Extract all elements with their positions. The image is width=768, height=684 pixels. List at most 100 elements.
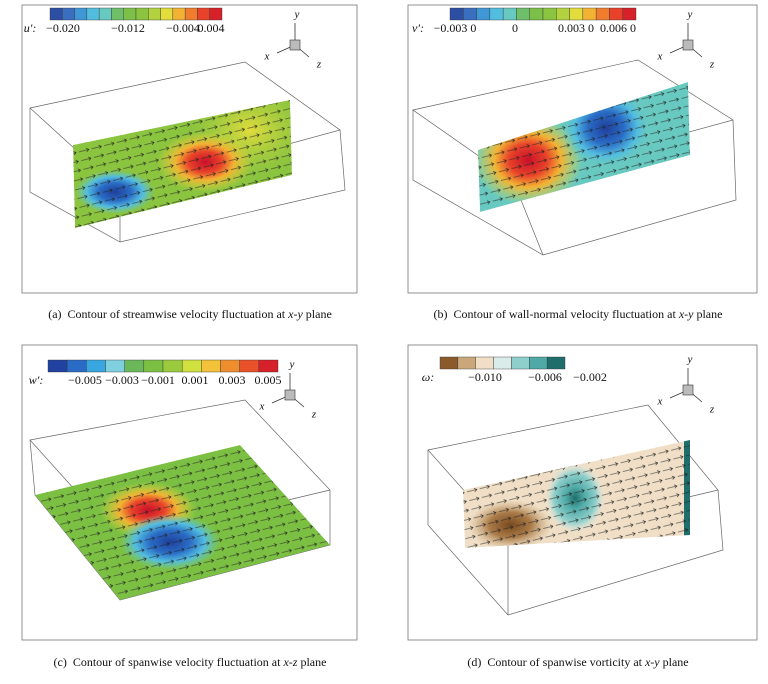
colorbar-segment [258,359,279,373]
colorbar-tick-label: −0.006 [528,370,562,384]
colorbar-segment [546,356,566,370]
colorbar-segment [493,356,512,370]
axis-label-y: y [687,9,693,21]
contour-plane [463,440,690,548]
colorbar-segment [556,7,570,21]
axis-label-z: z [316,59,322,71]
colorbar-segment [220,359,240,373]
colorbar-segment [181,359,202,373]
triad-cube [682,39,694,51]
colorbar-segment [47,359,68,373]
colorbar-segment [209,7,223,21]
colorbar-segment [123,7,137,21]
colorbar-segment [111,7,124,21]
colorbar-tick-label: 0.003 [219,373,246,387]
colorbar-segment [476,7,491,21]
colorbar-segment [439,356,459,370]
colorbar-segment [105,359,125,373]
colorbar-segment [201,359,221,373]
colorbar-segment [135,7,149,21]
colorbar-segment [595,7,610,21]
panel-d: ω: −0.010 −0.006 −0.002 y x z (d) Contour of sp… [407,344,758,669]
colorbar-tick-label: −0.001 [141,373,175,387]
panel-frame [407,344,758,641]
panel-frame [407,4,758,294]
axis-label-z: z [709,59,715,71]
colorbar-tick-label: −0.012 [111,21,145,35]
panel-frame [21,344,358,641]
colorbar-tick-label: −0.003 0 [434,21,477,35]
caption-part: (c) Contour of spanwise velocity fluctua… [54,655,284,669]
panel-b: v′: −0.003 0 0 0.003 0 0.006 0 y x z (b) Contour… [407,4,758,321]
colorbar-segment [160,7,174,21]
axis-label-x: x [657,396,663,408]
caption-part: plane [303,307,332,321]
colorbar-segment [529,356,548,370]
axis-label-y: y [289,359,295,371]
caption: (a) Contour of streamwise velocity fluct… [48,307,332,321]
colorbar-segment [622,7,637,21]
colorbar-segment [49,7,63,21]
caption-part: plane [660,655,689,669]
caption-part: plane [693,307,722,321]
colorbar-segment [511,356,530,370]
axis-label-y: y [294,9,300,21]
caption-part: (a) Contour of streamwise velocity fluct… [48,307,288,321]
triad-cube [289,39,301,51]
axis-label-z: z [709,404,715,416]
colorbar-label: w′: [29,373,44,387]
colorbar-segment [74,7,88,21]
colorbar-segment [148,7,161,21]
caption: (c) Contour of spanwise velocity fluctua… [54,655,327,669]
colorbar-segment [463,7,477,21]
colorbar-tick-label: −0.004 [166,21,200,35]
colorbar-tick-label: −0.010 [468,370,502,384]
colorbar-segment [66,359,87,373]
colorbar-segment [162,359,183,373]
caption: (b) Contour of wall-normal velocity fluc… [434,307,723,321]
triad-cube [284,389,296,401]
caption-part: plane [297,655,326,669]
colorbar-tick-label: −0.003 [105,373,139,387]
caption-part: x-y [287,307,303,321]
colorbar-tick-label: 0.001 [182,373,209,387]
colorbar-label: ω: [422,370,434,384]
colorbar-segment [542,7,557,21]
caption-part: x-y [644,655,660,669]
colorbar-tick-label: 0.005 [255,373,282,387]
colorbar-segment [609,7,623,21]
colorbar-segment [98,7,112,21]
colorbar-segment [239,359,260,373]
colorbar-label: u′: [24,21,37,35]
axis-label-x: x [259,401,265,413]
colorbar-segment [62,7,75,21]
vector-field [478,82,690,212]
axis-label-z: z [311,409,317,421]
panel-c: w′: −0.005 −0.003 −0.001 0.001 0.003 0.005 y x z (… [21,344,358,669]
contour-plane [73,100,292,228]
colorbar-tick-label: 0.003 0 [558,21,594,35]
axis-label-x: x [657,51,663,63]
contour-plane [35,445,330,600]
panel-frame [21,4,358,294]
colorbar-tick-label: 0.006 0 [600,21,636,35]
axis-label-x: x [264,51,270,63]
caption-part: x-z [282,655,297,669]
colorbar-tick-label: 0.004 [198,21,225,35]
colorbar-segment [457,356,476,370]
colorbar-tick-label: −0.020 [46,21,80,35]
colorbar-segment [582,7,597,21]
colorbar-label: v′: [412,21,424,35]
colorbar-tick-label: −0.002 [573,370,607,384]
colorbar-segment [475,356,494,370]
caption-part: (d) Contour of spanwise vorticity at [467,655,645,669]
caption: (d) Contour of spanwise vorticity at x-y… [467,655,688,669]
colorbar-segment [569,7,584,21]
colorbar-segment [172,7,186,21]
colorbar-segment [86,7,100,21]
colorbar-segment [184,7,198,21]
contour-plane [478,82,690,212]
colorbar-segment [449,7,464,21]
caption-part: x-y [678,307,694,321]
